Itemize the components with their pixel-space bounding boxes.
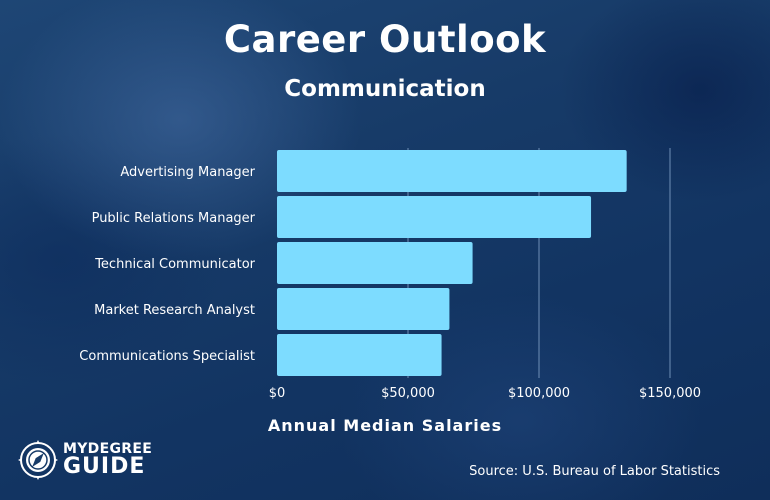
category-label: Communications Specialist xyxy=(79,349,255,364)
chart-title: Career Outlook xyxy=(223,18,547,61)
bar xyxy=(277,242,473,284)
brand-logo: MYDEGREE GUIDE xyxy=(18,440,152,480)
logo-text-top: MYDEGREE xyxy=(63,441,153,457)
x-tick-label: $0 xyxy=(269,386,286,401)
logo-text-bottom: GUIDE xyxy=(63,454,146,479)
bar xyxy=(277,196,592,238)
x-tick-labels: $0 $50,000 $100,000 $150,000 xyxy=(269,386,701,401)
bars xyxy=(277,150,627,376)
bar xyxy=(277,288,450,330)
bar xyxy=(277,334,442,376)
bar xyxy=(277,150,627,192)
category-label: Advertising Manager xyxy=(120,165,255,180)
category-labels: Advertising Manager Public Relations Mana… xyxy=(79,165,255,364)
x-axis-title: Annual Median Salaries xyxy=(267,416,503,435)
x-tick-label: $150,000 xyxy=(639,386,701,401)
compass-icon xyxy=(18,440,58,480)
source-note: Source: U.S. Bureau of Labor Statistics xyxy=(469,464,720,479)
x-tick-label: $100,000 xyxy=(508,386,570,401)
category-label: Public Relations Manager xyxy=(92,211,256,226)
category-label: Technical Communicator xyxy=(94,257,255,272)
category-label: Market Research Analyst xyxy=(94,303,255,318)
chart-subtitle: Communication xyxy=(284,76,486,102)
x-tick-label: $50,000 xyxy=(381,386,435,401)
